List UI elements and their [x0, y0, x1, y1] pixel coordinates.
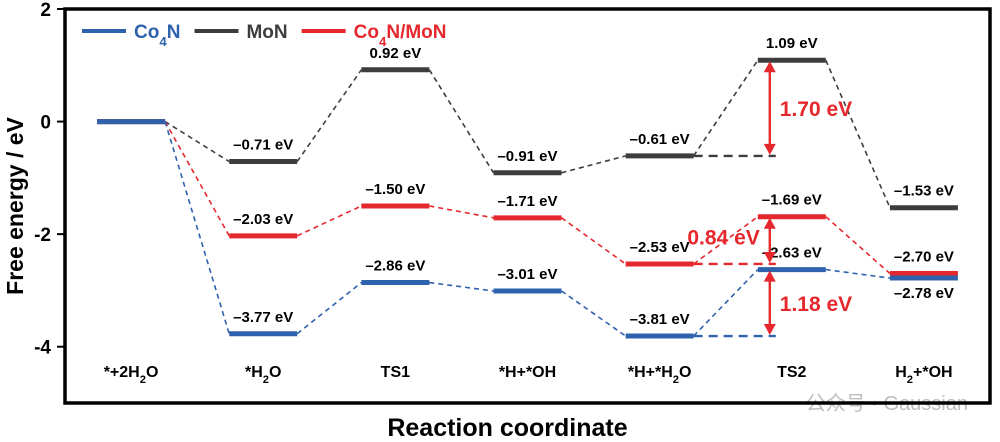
legend-label-0: Co4N — [134, 22, 180, 49]
series-0-connector-5 — [825, 59, 891, 209]
series-2-label-1: –3.77 eV — [233, 309, 293, 326]
series-0-label-6: –1.53 eV — [894, 183, 954, 200]
series-0-connector-0 — [164, 120, 230, 163]
legend-label-1: MoN — [246, 22, 287, 43]
series-0-label-1: –0.71 eV — [233, 137, 293, 154]
legend-label-2: Co4N/MoN — [354, 22, 447, 49]
y-tick-label-1: 0 — [40, 113, 51, 134]
plot-frame — [63, 7, 992, 405]
series-0-label-3: –0.91 eV — [497, 148, 557, 165]
series-0-connector-3 — [561, 155, 626, 174]
series-1-label-4: –2.53 eV — [630, 239, 690, 256]
series-2-connector-3 — [561, 290, 627, 337]
series-1-connector-4 — [693, 216, 759, 265]
x-category-label-1: *H2O — [245, 364, 281, 386]
gap-arrowhead-top-1 — [763, 217, 776, 229]
gap-arrowhead-bottom-1 — [763, 251, 776, 263]
gap-label-0: 1.70 eV — [780, 98, 852, 121]
series-1-connector-2 — [429, 205, 494, 219]
series-1-label-6: –2.70 eV — [894, 249, 954, 266]
series-1-connector-3 — [561, 217, 627, 265]
series-1-connector-0 — [164, 121, 230, 237]
y-axis-title: Free energy / eV — [2, 116, 28, 294]
series-2-label-3: –3.01 eV — [497, 266, 557, 283]
gap-label-1: 0.84 eV — [687, 226, 759, 249]
series-2-label-5: –2.63 eV — [762, 245, 822, 262]
x-category-label-5: TS2 — [777, 364, 806, 381]
series-0-connector-2 — [428, 69, 495, 174]
x-category-label-2: TS1 — [381, 364, 410, 381]
x-category-label-4: *H+*H2O — [628, 364, 692, 386]
y-tick-label-3: -4 — [34, 338, 51, 359]
gap-arrowhead-bottom-2 — [763, 324, 776, 336]
series-1-label-2: –1.50 eV — [365, 181, 425, 198]
series-1-connector-5 — [825, 216, 891, 275]
series-2-connector-5 — [825, 268, 891, 279]
series-2-label-4: –3.81 eV — [630, 311, 690, 328]
series-2-label-2: –2.86 eV — [365, 258, 425, 275]
gap-arrowhead-top-0 — [763, 61, 776, 73]
series-0-label-2: 0.92 eV — [369, 45, 421, 62]
series-2-connector-2 — [429, 281, 494, 292]
x-category-label-6: H2+*OH — [895, 364, 952, 386]
series-0-label-5: 1.09 eV — [766, 35, 818, 52]
gap-arrowhead-bottom-0 — [763, 143, 776, 155]
x-category-label-0: *+2H2O — [104, 364, 159, 386]
series-0-label-4: –0.61 eV — [630, 131, 690, 148]
series-1-label-1: –2.03 eV — [233, 211, 293, 228]
series-1-label-3: –1.71 eV — [497, 193, 557, 210]
y-tick-label-2: -2 — [34, 225, 51, 246]
series-0-connector-4 — [692, 59, 759, 157]
series-1-connector-1 — [296, 205, 362, 237]
series-2-label-6: –2.78 eV — [894, 285, 954, 302]
series-2-connector-0 — [164, 121, 230, 335]
series-2-connector-4 — [693, 269, 759, 337]
gap-label-2: 1.18 eV — [780, 293, 852, 316]
series-0-connector-1 — [296, 69, 363, 162]
x-axis-title: Reaction coordinate — [387, 414, 627, 442]
x-category-label-3: *H+*OH — [499, 364, 556, 381]
gap-arrowhead-top-2 — [763, 270, 776, 282]
series-1-label-5: –1.69 eV — [762, 192, 822, 209]
series-2-connector-1 — [296, 281, 362, 335]
y-tick-label-0: 2 — [40, 0, 51, 21]
